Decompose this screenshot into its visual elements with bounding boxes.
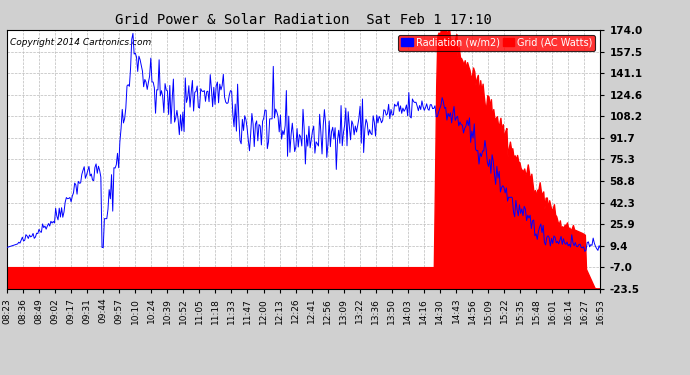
Title: Grid Power & Solar Radiation  Sat Feb 1 17:10: Grid Power & Solar Radiation Sat Feb 1 1… <box>115 13 492 27</box>
Text: Copyright 2014 Cartronics.com: Copyright 2014 Cartronics.com <box>10 38 151 47</box>
Legend: Radiation (w/m2), Grid (AC Watts): Radiation (w/m2), Grid (AC Watts) <box>398 35 595 51</box>
